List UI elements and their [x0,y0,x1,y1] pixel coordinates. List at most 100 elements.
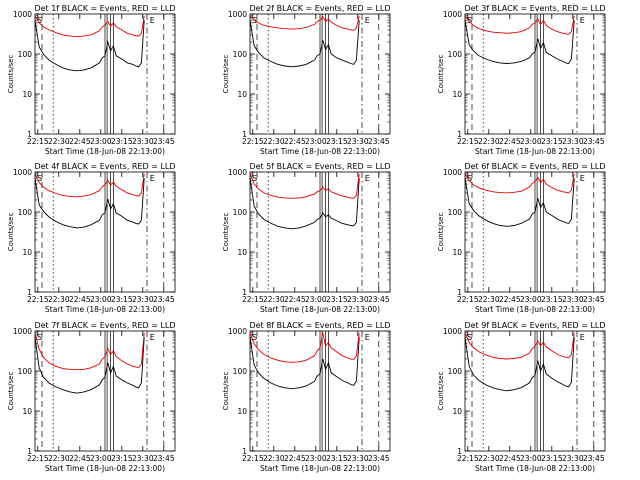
x-tick-label: 22:15 [242,295,264,304]
x-tick-label: 23:00 [305,295,327,304]
y-tick-label: 10 [22,90,32,99]
y-tick-label: 10 [452,248,462,257]
detector-panel-5: Det 5f BLACK = Events, RED = LLD 1 10 100 10… [222,162,391,314]
x-tick-label: 22:30 [478,137,500,146]
x-tick-label: 22:30 [48,137,70,146]
y-tick-label: 1 [457,288,462,297]
start-marker: S [467,174,472,183]
series-events-line [249,337,360,390]
x-tick-label: 22:15 [27,137,49,146]
panel-title: Det 4f BLACK = Events, RED = LLD [34,162,175,171]
x-tick-label: 23:00 [305,454,327,463]
y-axis-label: Counts/sec [437,372,445,411]
x-axis-label: Start Time (18-Jun-08 22:13:00) [260,464,380,473]
y-tick-label: 1 [27,130,32,139]
x-tick-label: 23:30 [347,137,369,146]
detector-panel-8: Det 8f BLACK = Events, RED = LLD 1 10 100 10… [222,321,391,473]
x-tick-label: 23:15 [541,137,563,146]
start-marker: S [467,16,472,25]
detector-panel-1: Det 1f BLACK = Events, RED = LLD 1 10 100 10… [7,4,176,156]
x-tick-label: 22:15 [27,454,49,463]
y-tick-label: 100 [18,367,33,376]
start-marker: S [37,174,42,183]
x-tick-label: 23:00 [520,295,542,304]
y-axis-label: Counts/sec [7,55,15,94]
series-lld-line [249,173,360,199]
x-tick-label: 22:30 [263,137,285,146]
x-tick-label: 22:30 [478,454,500,463]
x-tick-label: 23:15 [111,454,133,463]
detector-panel-2: Det 2f BLACK = Events, RED = LLD 1 10 100 10… [222,4,391,156]
y-tick-label: 1 [457,130,462,139]
x-tick-label: 23:45 [368,454,390,463]
x-tick-label: 22:45 [69,295,91,304]
x-tick-label: 22:45 [69,454,91,463]
panel-title: Det 2f BLACK = Events, RED = LLD [249,4,390,13]
x-tick-label: 23:30 [562,295,584,304]
y-axis-label: Counts/sec [222,213,230,252]
x-tick-label: 23:30 [132,295,154,304]
x-axis-label: Start Time (18-Jun-08 22:13:00) [475,305,595,314]
x-tick-label: 23:15 [326,454,348,463]
x-axis-label: Start Time (18-Jun-08 22:13:00) [45,147,165,156]
x-tick-label: 23:45 [368,295,390,304]
y-tick-label: 100 [448,367,463,376]
series-lld-line [249,15,360,31]
x-tick-label: 23:45 [583,454,605,463]
x-tick-label: 22:30 [48,454,70,463]
panel-title: Det 7f BLACK = Events, RED = LLD [34,321,175,330]
x-tick-label: 22:15 [242,454,264,463]
panel-title: Det 5f BLACK = Events, RED = LLD [249,162,390,171]
x-tick-label: 23:45 [153,295,175,304]
start-marker: S [252,333,257,342]
x-tick-label: 22:30 [478,295,500,304]
x-tick-label: 23:45 [583,137,605,146]
end-marker: E [150,174,155,183]
y-tick-label: 1000 [443,168,462,177]
x-tick-label: 22:45 [499,295,521,304]
y-tick-label: 1 [242,447,247,456]
x-tick-label: 23:30 [347,295,369,304]
x-tick-label: 23:30 [132,454,154,463]
x-tick-label: 22:45 [284,295,306,304]
end-marker: E [365,333,370,342]
y-axis-label: Counts/sec [437,55,445,94]
y-axis-label: Counts/sec [7,213,15,252]
detector-panel-9: Det 9f BLACK = Events, RED = LLD 1 10 100 10… [437,321,606,473]
series-events-line [34,337,145,394]
y-tick-label: 10 [22,407,32,416]
x-tick-label: 23:15 [111,137,133,146]
y-tick-label: 100 [233,367,248,376]
x-axis-label: Start Time (18-Jun-08 22:13:00) [475,464,595,473]
y-axis-label: Counts/sec [437,213,445,252]
detector-panel-4: Det 4f BLACK = Events, RED = LLD 1 10 100 10… [7,162,176,314]
y-tick-label: 100 [233,208,248,217]
y-tick-label: 10 [237,248,247,257]
series-events-line [249,178,360,230]
start-marker: S [467,333,472,342]
end-marker: E [365,174,370,183]
x-tick-label: 22:30 [48,295,70,304]
y-tick-label: 1000 [443,327,462,336]
x-tick-label: 23:15 [326,137,348,146]
x-tick-label: 22:15 [457,295,479,304]
end-marker: E [150,16,155,25]
x-tick-label: 23:30 [562,137,584,146]
detector-panel-3: Det 3f BLACK = Events, RED = LLD 1 10 100 10… [437,4,606,156]
y-axis-label: Counts/sec [222,372,230,411]
x-tick-label: 23:45 [153,137,175,146]
x-tick-label: 22:45 [284,137,306,146]
detector-panel-6: Det 6f BLACK = Events, RED = LLD 1 10 100 10… [437,162,606,314]
y-tick-label: 1000 [443,10,462,19]
x-tick-label: 22:15 [27,295,49,304]
series-lld-line [249,332,360,363]
panel-title: Det 6f BLACK = Events, RED = LLD [464,162,605,171]
panel-title: Det 9f BLACK = Events, RED = LLD [464,321,605,330]
x-axis-label: Start Time (18-Jun-08 22:13:00) [45,305,165,314]
series-lld-line [464,332,575,360]
series-events-line [464,337,575,392]
series-events-line [464,178,575,227]
y-tick-label: 10 [237,90,247,99]
x-tick-label: 22:45 [499,137,521,146]
